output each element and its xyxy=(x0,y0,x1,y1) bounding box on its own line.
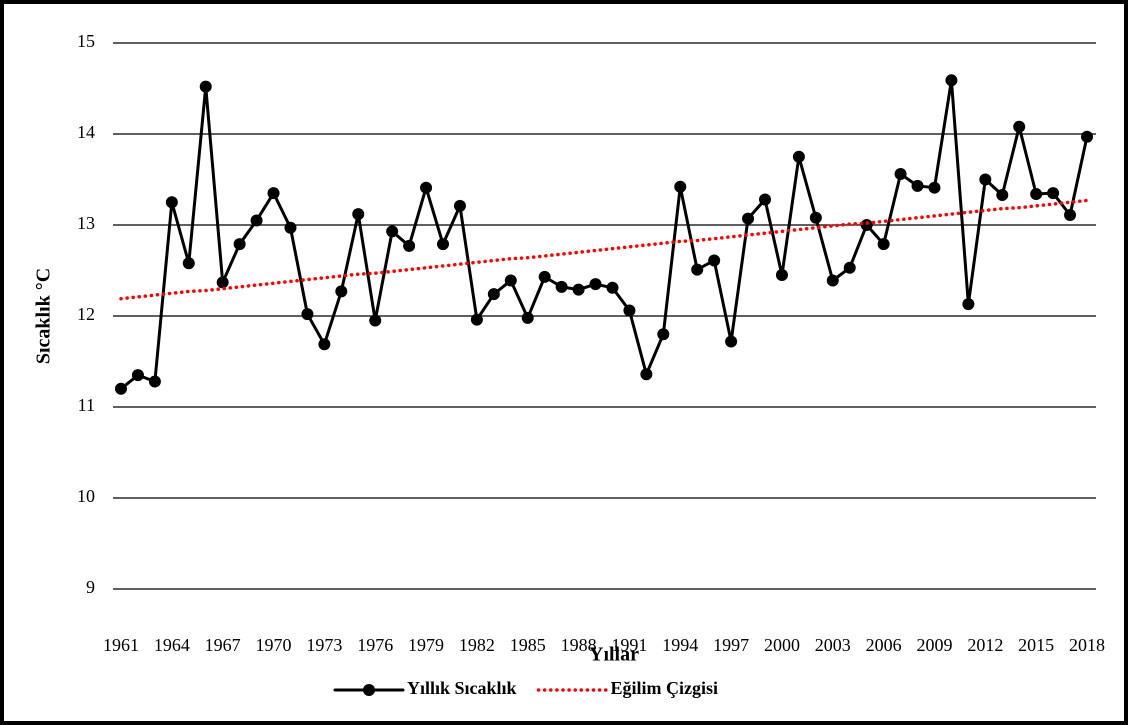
data-point xyxy=(165,196,178,209)
data-point xyxy=(742,212,755,225)
data-point xyxy=(1013,120,1026,133)
data-point xyxy=(182,257,195,270)
data-point xyxy=(657,328,670,341)
x-tick-label: 2000 xyxy=(764,635,800,655)
data-point xyxy=(487,288,500,301)
x-tick-label: 2018 xyxy=(1069,635,1105,655)
data-point xyxy=(216,276,229,289)
data-point xyxy=(403,239,416,252)
x-tick-label: 1994 xyxy=(662,635,698,655)
data-point xyxy=(911,179,924,192)
data-point xyxy=(233,238,246,251)
x-tick-label: 2006 xyxy=(866,635,902,655)
data-point xyxy=(894,168,907,181)
data-point xyxy=(1030,188,1043,201)
x-tick-label: 1997 xyxy=(713,635,749,655)
data-point xyxy=(792,150,805,163)
data-point xyxy=(945,74,958,87)
data-point xyxy=(420,181,433,194)
y-axis-label: Sıcaklık °C xyxy=(33,268,55,364)
data-point xyxy=(572,283,585,296)
x-tick-label: 1964 xyxy=(154,635,190,655)
data-point xyxy=(453,199,466,212)
x-tick-label: 2009 xyxy=(916,635,952,655)
data-point xyxy=(301,308,314,321)
data-point xyxy=(623,304,636,317)
data-point xyxy=(437,238,449,251)
x-tick-label: 1985 xyxy=(510,635,546,655)
data-point xyxy=(691,263,704,276)
x-tick-label: 1988 xyxy=(561,635,597,655)
data-point xyxy=(555,280,568,293)
data-point xyxy=(1047,187,1060,200)
data-point xyxy=(199,80,212,93)
data-point xyxy=(148,375,161,388)
data-point xyxy=(386,225,399,238)
data-point xyxy=(318,338,331,351)
data-point xyxy=(996,188,1009,201)
data-point xyxy=(928,181,941,194)
data-point xyxy=(250,214,263,227)
data-point xyxy=(708,254,721,267)
data-point xyxy=(589,278,602,291)
x-tick-label: 2015 xyxy=(1018,635,1054,655)
data-point xyxy=(470,313,483,326)
data-point xyxy=(335,285,348,298)
x-tick-label: 1982 xyxy=(459,635,495,655)
y-tick-label: 10 xyxy=(77,486,95,506)
y-tick-label: 13 xyxy=(77,213,95,233)
x-tick-label: 2012 xyxy=(967,635,1003,655)
x-tick-label: 1967 xyxy=(205,635,241,655)
y-tick-label: 15 xyxy=(77,31,95,51)
x-tick-label: 1991 xyxy=(611,635,647,655)
y-tick-label: 14 xyxy=(77,122,95,142)
data-point xyxy=(538,270,551,283)
data-point xyxy=(775,269,788,282)
data-point xyxy=(877,238,890,251)
data-point xyxy=(131,369,144,382)
x-tick-label: 1973 xyxy=(306,635,342,655)
legend-label: Eğilim Çizgisi xyxy=(611,678,719,698)
y-tick-label: 11 xyxy=(78,395,95,415)
y-tick-label: 9 xyxy=(86,577,95,597)
data-point xyxy=(521,311,534,324)
x-tick-label: 1976 xyxy=(357,635,393,655)
data-point xyxy=(606,281,619,294)
legend-label: Yıllık Sıcaklık xyxy=(407,678,517,698)
data-point xyxy=(267,187,280,200)
y-tick-label: 12 xyxy=(77,304,95,324)
data-point xyxy=(725,335,738,348)
data-point xyxy=(826,274,839,287)
data-line xyxy=(119,78,1089,391)
data-point xyxy=(979,173,992,186)
x-tick-label: 2003 xyxy=(815,635,851,655)
legend-marker xyxy=(363,684,375,696)
data-point xyxy=(1064,208,1077,221)
data-point xyxy=(369,314,382,327)
data-point xyxy=(640,368,653,381)
data-point xyxy=(352,208,365,221)
data-point xyxy=(284,221,297,234)
x-axis-label: Yıllar xyxy=(589,644,639,666)
data-point xyxy=(860,219,873,231)
x-tick-label: 1970 xyxy=(256,635,292,655)
data-point xyxy=(1081,130,1093,143)
data-point xyxy=(809,211,822,224)
data-point xyxy=(759,193,771,206)
data-point xyxy=(962,298,975,311)
data-point xyxy=(115,382,127,395)
x-tick-label: 1979 xyxy=(408,635,444,655)
data-point xyxy=(843,261,856,274)
x-tick-label: 1961 xyxy=(103,635,139,655)
data-point xyxy=(674,180,687,193)
data-point xyxy=(504,274,517,287)
